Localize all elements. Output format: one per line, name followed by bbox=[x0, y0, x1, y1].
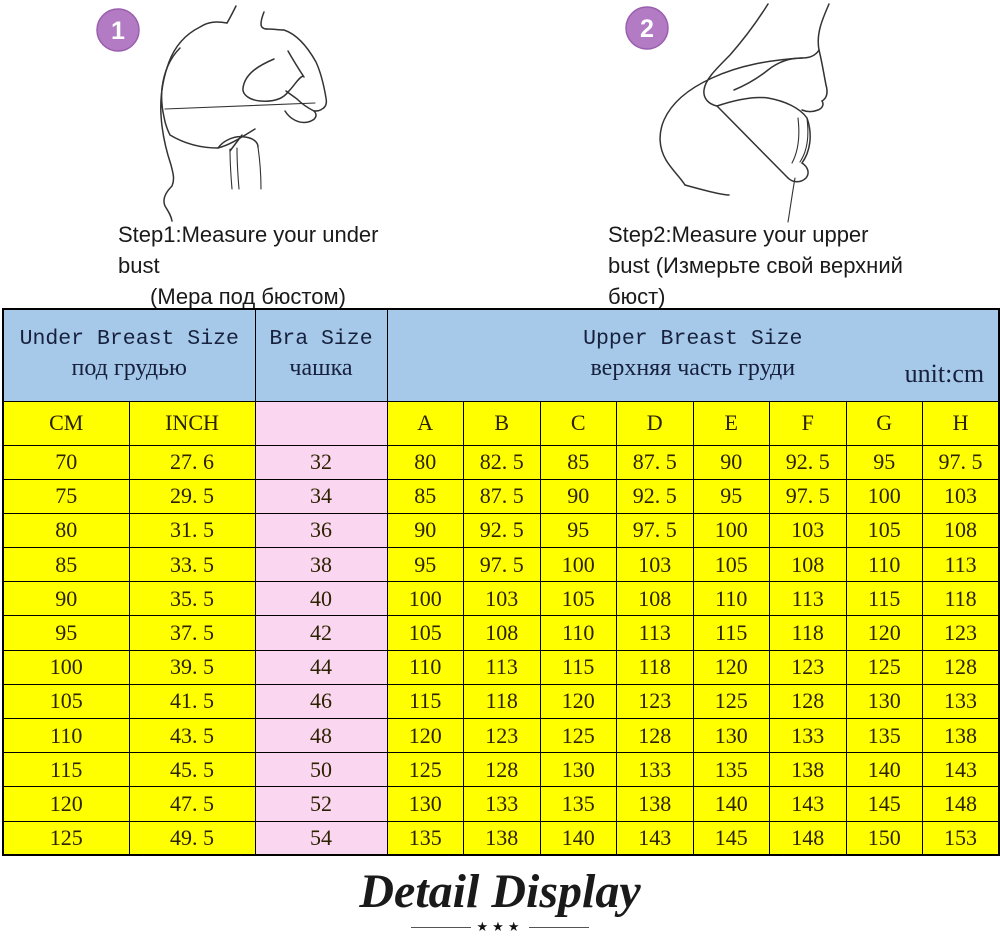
svg-text:1: 1 bbox=[111, 17, 125, 45]
